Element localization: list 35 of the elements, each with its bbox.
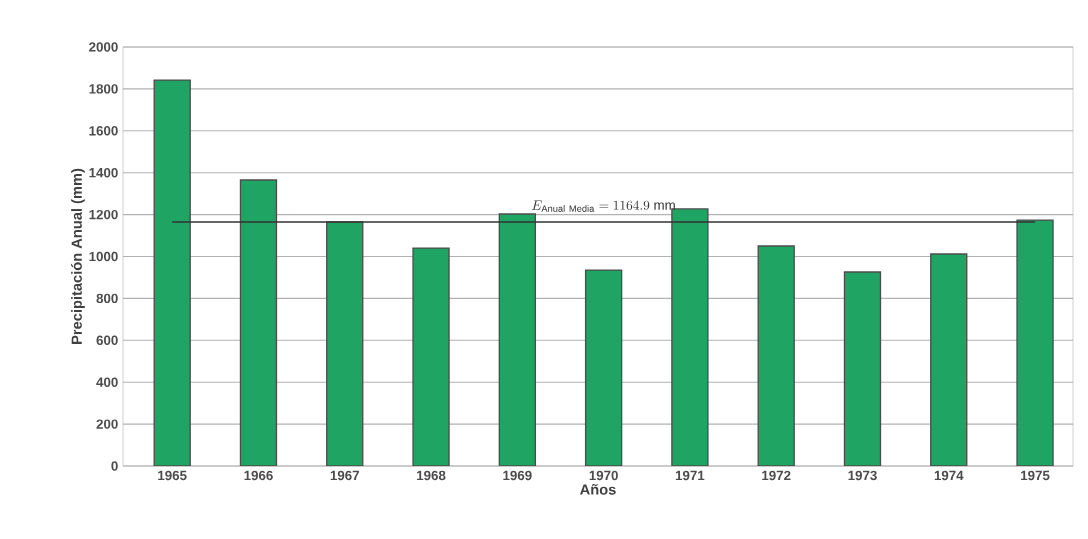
x-tick-label: 1974: [934, 470, 964, 481]
bar: [843, 271, 882, 466]
x-tick-label: 1972: [762, 470, 791, 481]
bar: [757, 245, 795, 466]
bar: [930, 253, 968, 466]
x-tick-label: 1965: [158, 470, 187, 481]
y-tick-label: 1600: [89, 126, 118, 136]
y-axis-title: Precipitación Anual (mm): [71, 168, 85, 344]
bar: [584, 269, 623, 466]
x-tick-label: 1969: [503, 470, 532, 481]
x-axis-title: Años: [580, 484, 616, 495]
x-tick-label: 1975: [1021, 470, 1050, 481]
y-tick-label: 0: [111, 461, 118, 471]
bar: [1016, 219, 1054, 466]
bar: [153, 79, 191, 466]
x-tick-label: 1966: [244, 470, 273, 481]
y-tick-label: 2000: [89, 42, 118, 52]
y-tick-label: 200: [96, 419, 118, 429]
x-tick-label: 1971: [675, 470, 705, 481]
y-tick-label: 1800: [89, 84, 118, 94]
x-tick-label: 1973: [848, 470, 877, 481]
x-tick-label: 1967: [330, 470, 359, 481]
y-tick-label: 1400: [89, 167, 118, 178]
y-tick-label: 1000: [89, 251, 118, 262]
y-tick-label: 600: [96, 335, 118, 346]
y-tick-label: 800: [96, 293, 118, 304]
bar: [412, 247, 450, 466]
x-tick-label: 1968: [417, 470, 446, 481]
x-tick-label: 1970: [589, 470, 618, 481]
y-tick-label: 400: [96, 377, 118, 387]
ref-line-label: $E_{\mathrm{Anual\ Media}}=1164.9\ \mathrm{mm}$: [532, 200, 675, 212]
bar: [326, 221, 364, 466]
y-tick-label: 1200: [89, 209, 118, 220]
bar: [498, 213, 536, 466]
bar: [239, 179, 278, 466]
